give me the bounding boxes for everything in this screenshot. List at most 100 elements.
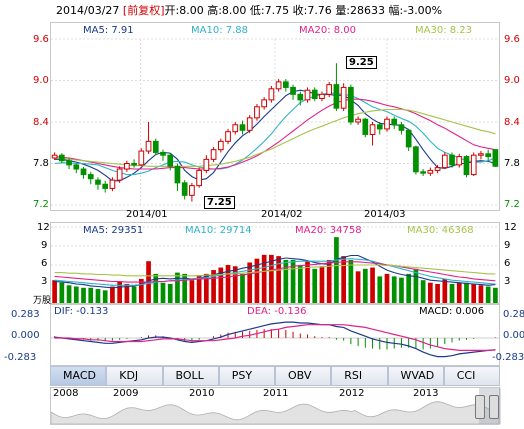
y-tick: 0.000	[503, 330, 524, 341]
candle-body	[217, 140, 224, 151]
candle-body	[261, 99, 268, 108]
volume-bar	[493, 287, 498, 303]
candle-body	[87, 174, 94, 180]
candle-body	[246, 117, 253, 131]
candle-body	[449, 154, 455, 166]
volume-bar	[124, 284, 130, 303]
volume-bar	[102, 290, 108, 303]
candle-body	[275, 81, 282, 90]
volume-chart[interactable]	[51, 223, 499, 303]
volume-bar	[182, 273, 188, 303]
indicator-tabs: MACD KDJ BOLL PSY OBV RSI WVAD CCI	[50, 366, 500, 386]
volume-bar	[428, 282, 433, 303]
x-tick: 2014/02	[261, 209, 303, 220]
volume-bar	[110, 286, 115, 303]
price-chart[interactable]	[51, 23, 499, 210]
volume-bar	[59, 282, 65, 303]
candle-body	[203, 158, 210, 171]
candle-body	[463, 156, 470, 176]
candle-body	[232, 124, 239, 133]
navigator-overview	[51, 401, 499, 424]
tab-cci[interactable]: CCI	[443, 366, 500, 386]
volume-ma20-line	[54, 261, 496, 283]
candle-body	[80, 168, 87, 176]
y-tick: -0.283	[4, 352, 37, 363]
tab-kdj[interactable]: KDJ	[106, 366, 163, 386]
legend-ma20: MA20: 8.00	[299, 25, 357, 36]
candle-body	[268, 88, 275, 101]
nav-year: 2013	[413, 388, 439, 399]
tab-macd[interactable]: MACD	[50, 366, 107, 386]
macd-chart[interactable]	[51, 305, 499, 365]
close-price: 收:7.76	[292, 4, 332, 17]
tab-psy[interactable]: PSY	[218, 366, 275, 386]
ma5-line	[54, 89, 496, 182]
volume-bar	[334, 237, 339, 303]
candle-body	[470, 154, 477, 176]
volume-bar	[254, 258, 260, 303]
volume-bar	[464, 282, 469, 303]
volume-bar	[204, 273, 209, 303]
tab-boll[interactable]: BOLL	[162, 366, 219, 386]
candle-body	[304, 89, 311, 101]
candle-body	[58, 154, 65, 162]
legend-ma10: MA10: 7.88	[191, 25, 249, 36]
dif-line	[54, 321, 496, 358]
volume-bar	[485, 286, 491, 303]
price-adjust-label[interactable]: [前复权]	[122, 4, 165, 17]
candle-body	[420, 171, 426, 174]
candle-body	[181, 182, 188, 196]
volume-bar	[290, 259, 296, 303]
volume-bar	[95, 289, 101, 303]
candle-body	[51, 154, 58, 159]
navigator-right-handle[interactable]	[489, 395, 499, 419]
volume-bar	[240, 273, 245, 303]
volume-value: 量:28633	[335, 4, 386, 17]
legend-ma5: MA5: 7.91	[83, 25, 134, 36]
y-tick: 9	[41, 240, 48, 251]
volume-bar	[341, 256, 346, 303]
legend-dif: DIF: -0.133	[54, 306, 109, 317]
volume-bar	[261, 254, 267, 303]
y-tick: 12	[37, 222, 50, 233]
tab-wvad[interactable]: WVAD	[387, 366, 444, 386]
volume-bar	[370, 267, 375, 303]
volume-bar	[211, 270, 216, 303]
y-tick: 9.6	[33, 34, 49, 45]
x-tick: 2014/03	[364, 209, 406, 220]
y-tick: 0.000	[11, 330, 40, 341]
ma10-line	[54, 92, 496, 176]
candle-body	[478, 153, 484, 156]
legend-vol-ma5: MA5: 29351	[83, 225, 144, 236]
time-navigator[interactable]: 2008 2009 2010 2011 2012 2013	[50, 387, 501, 425]
volume-bar	[66, 285, 72, 303]
volume-bar	[413, 268, 419, 303]
candle-body	[434, 167, 441, 171]
candle-body	[102, 183, 109, 189]
volume-bar	[73, 286, 79, 303]
volume-bar	[326, 259, 332, 303]
open-price: 开:8.00	[164, 4, 204, 17]
y-tick: 6	[504, 258, 511, 269]
candle-body	[333, 84, 340, 109]
tab-obv[interactable]: OBV	[275, 366, 332, 386]
low-price: 低:7.75	[249, 4, 290, 17]
volume-bar	[442, 278, 448, 303]
y-tick: 7.2	[33, 199, 49, 210]
change-percent: 幅:-3.00%	[388, 4, 443, 17]
navigator-left-handle[interactable]	[475, 395, 485, 419]
min-price-callout: 7.25	[204, 196, 235, 209]
volume-bar	[138, 278, 144, 303]
volume-bar	[449, 284, 455, 303]
tab-rsi[interactable]: RSI	[331, 366, 388, 386]
candle-body	[145, 140, 152, 152]
legend-vol-ma20: MA20: 34758	[295, 225, 362, 236]
candle-body	[369, 124, 376, 135]
candle-body	[225, 131, 231, 142]
candle-body	[398, 124, 405, 131]
candle-body	[160, 151, 166, 156]
volume-bar	[189, 280, 195, 303]
candle-body	[319, 93, 325, 99]
candle-body	[427, 169, 434, 174]
volume-bar	[117, 281, 122, 303]
